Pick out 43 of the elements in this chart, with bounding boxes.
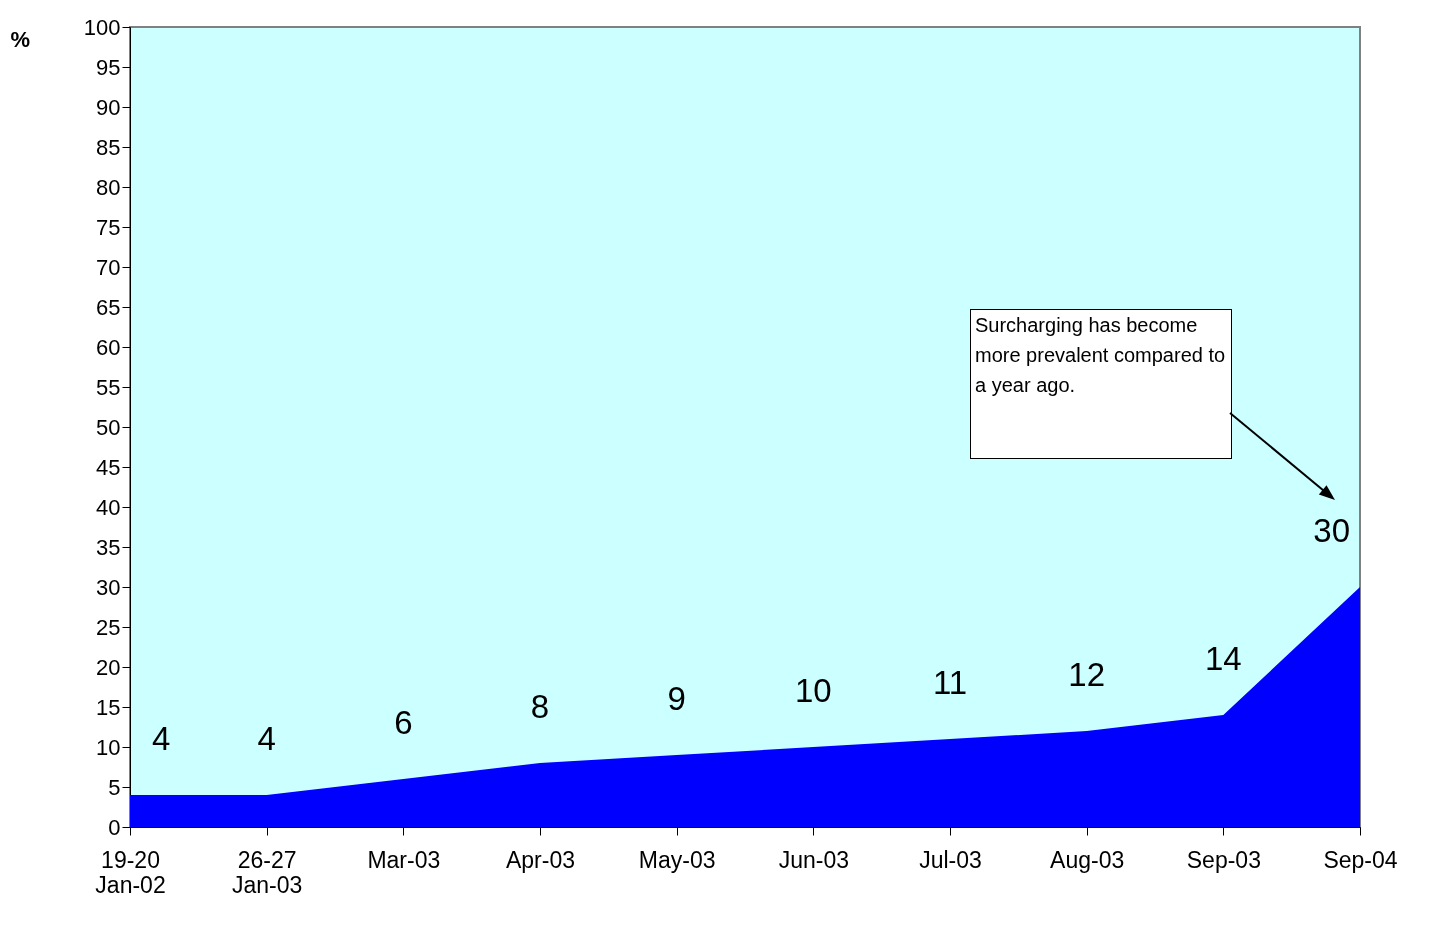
x-tick-label: Jul-03 xyxy=(919,846,982,873)
data-label: 9 xyxy=(667,680,686,717)
y-tick-label: 80 xyxy=(96,174,121,200)
x-tick-label: 19-20 Jan-02 xyxy=(95,846,166,898)
x-tick-label: Mar-03 xyxy=(367,846,441,873)
x-tick-label: Aug-03 xyxy=(1050,846,1125,873)
data-label: 11 xyxy=(932,664,968,701)
data-label: 4 xyxy=(152,720,171,757)
y-tick-label: 5 xyxy=(108,774,121,800)
y-tick-label: 95 xyxy=(96,54,121,80)
x-tick-label: Sep-03 xyxy=(1186,846,1261,873)
y-tick-label: 85 xyxy=(96,134,121,160)
y-tick-label: 75 xyxy=(96,214,121,240)
data-label: 30 xyxy=(1313,512,1350,549)
y-tick-label: 65 xyxy=(96,294,121,320)
y-tick-label: 0 xyxy=(108,814,121,840)
y-tick-label: 35 xyxy=(96,534,121,560)
data-label: 8 xyxy=(530,688,550,725)
y-tick-label: 100 xyxy=(83,14,121,40)
y-tick-label: 90 xyxy=(96,94,121,120)
x-tick-label: Sep-04 xyxy=(1323,846,1398,873)
y-tick-label: 55 xyxy=(96,374,121,400)
y-tick-label: 15 xyxy=(96,694,121,720)
x-tick-label: May-03 xyxy=(638,846,716,873)
data-label: 6 xyxy=(394,704,413,741)
y-tick-label: 50 xyxy=(96,414,121,440)
data-label: 14 xyxy=(1204,640,1242,677)
y-tick-label: 20 xyxy=(96,654,121,680)
y-tick-label: 25 xyxy=(96,614,121,640)
callout-box: Surcharging has become more prevalent compared to a year ago. xyxy=(970,309,1232,459)
x-tick-label: 26-27 Jan-03 xyxy=(232,846,303,898)
data-label: 10 xyxy=(794,672,832,709)
x-tick-label: Jun-03 xyxy=(778,846,849,873)
data-label: 4 xyxy=(257,720,276,757)
y-tick-label: 60 xyxy=(96,334,121,360)
y-axis-title: % xyxy=(10,26,31,52)
x-tick-label: Apr-03 xyxy=(505,846,576,873)
y-tick-label: 10 xyxy=(96,734,121,760)
y-tick-label: 70 xyxy=(96,254,121,280)
y-tick-label: 40 xyxy=(96,494,121,520)
y-tick-label: 45 xyxy=(96,454,121,480)
data-label: 12 xyxy=(1068,656,1106,693)
y-tick-label: 30 xyxy=(96,574,121,600)
